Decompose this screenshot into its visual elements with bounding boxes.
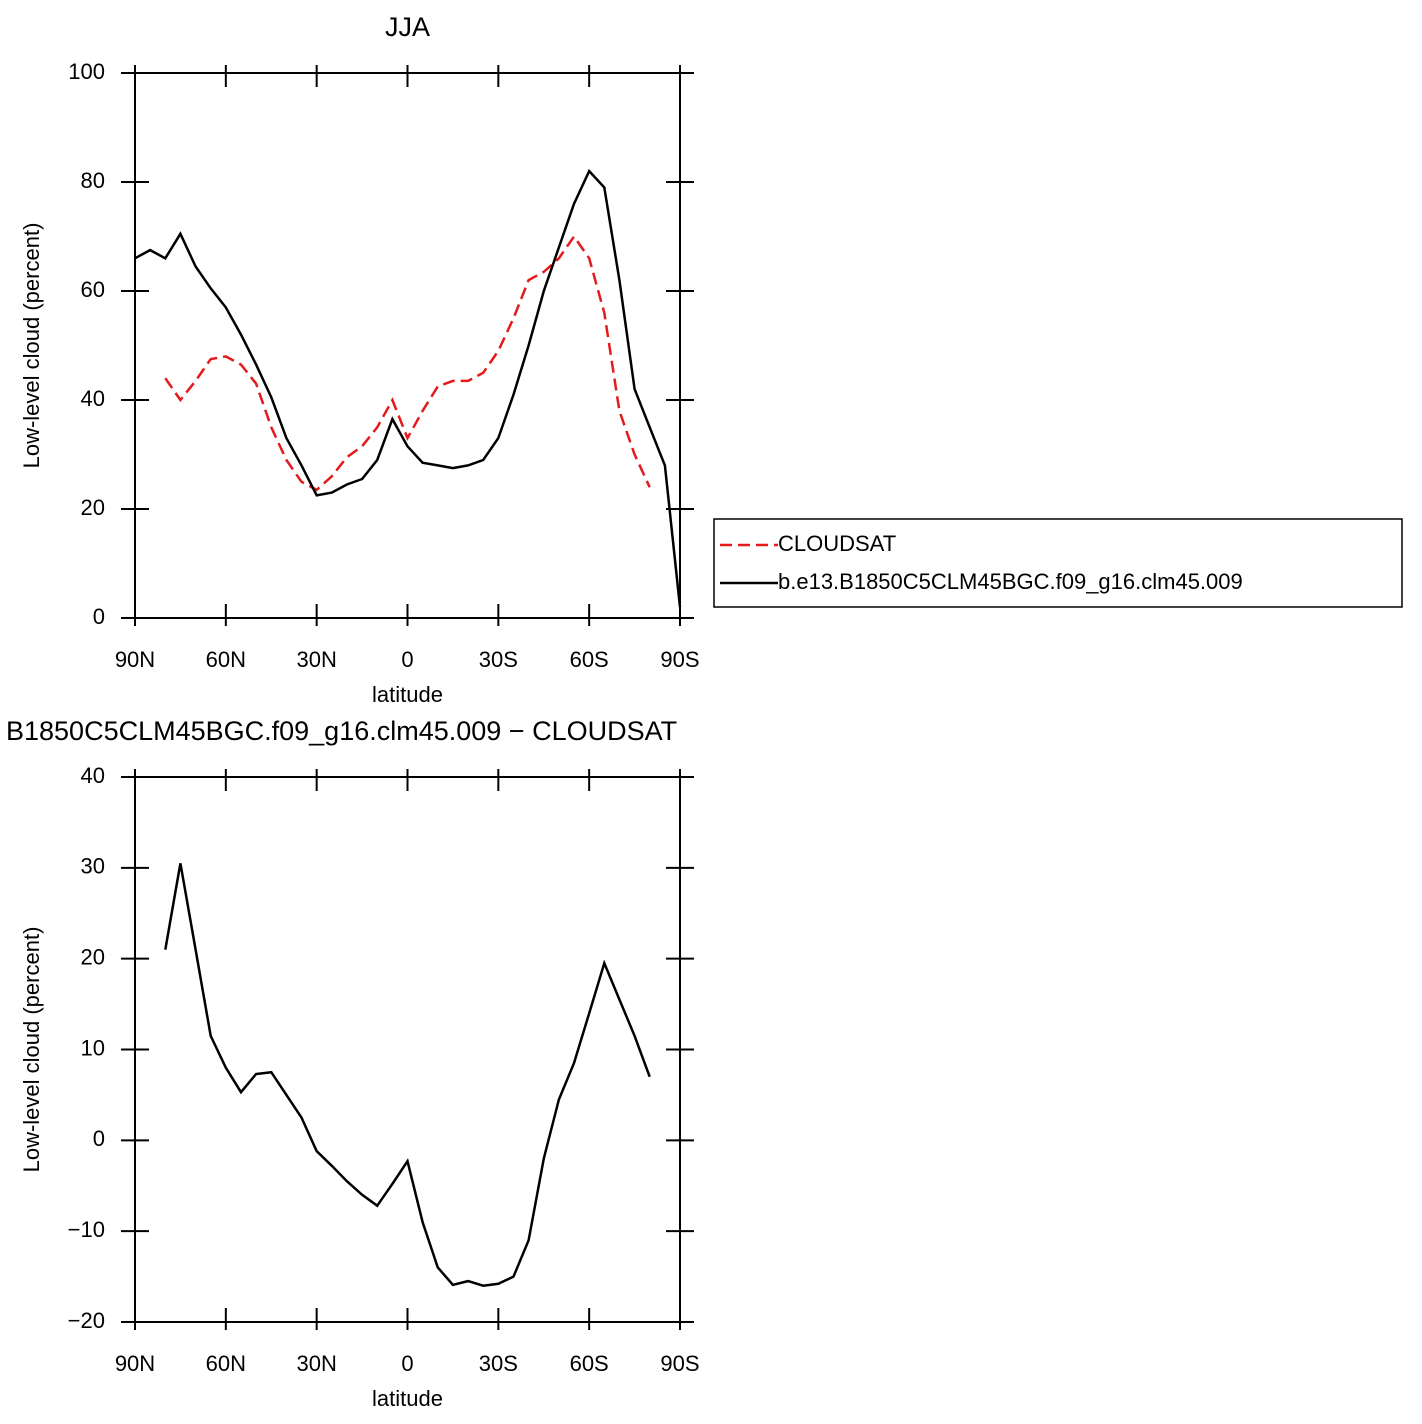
x-tick-label: 90N bbox=[115, 647, 155, 672]
x-tick-label: 90N bbox=[115, 1351, 155, 1376]
x-tick-label: 30N bbox=[296, 1351, 336, 1376]
y-tick-label: 80 bbox=[81, 168, 105, 193]
x-tick-label: 90S bbox=[660, 647, 699, 672]
y-tick-label: 20 bbox=[81, 944, 105, 969]
plot-frame bbox=[134, 72, 681, 619]
y-tick-label: 10 bbox=[81, 1035, 105, 1060]
legend-box bbox=[713, 518, 1403, 608]
y-tick-label: −10 bbox=[68, 1217, 105, 1242]
x-tick-label: 60S bbox=[570, 647, 609, 672]
line-series bbox=[164, 234, 651, 492]
x-tick-label: 30S bbox=[479, 1351, 518, 1376]
x-tick-label: 0 bbox=[401, 1351, 413, 1376]
y-tick-label: 40 bbox=[81, 763, 105, 788]
x-axis-label: latitude bbox=[372, 1386, 443, 1411]
x-tick-label: 60N bbox=[206, 647, 246, 672]
y-axis-label: Low-level cloud (percent) bbox=[19, 927, 44, 1173]
x-tick-label: 30S bbox=[479, 647, 518, 672]
y-tick-label: 60 bbox=[81, 277, 105, 302]
y-tick-label: 30 bbox=[81, 854, 105, 879]
y-axis-label: Low-level cloud (percent) bbox=[19, 223, 44, 469]
x-tick-label: 0 bbox=[401, 647, 413, 672]
plot-frame bbox=[134, 776, 681, 1323]
legend-label: b.e13.B1850C5CLM45BGC.f09_g16.clm45.009 bbox=[778, 569, 1243, 594]
line-series bbox=[134, 168, 682, 608]
x-axis-label: latitude bbox=[372, 682, 443, 707]
legend-label: CLOUDSAT bbox=[778, 531, 896, 556]
y-tick-label: 20 bbox=[81, 495, 105, 520]
y-tick-label: 0 bbox=[93, 1126, 105, 1151]
chart-title: B1850C5CLM45BGC.f09_g16.clm45.009 − CLOU… bbox=[6, 716, 677, 746]
y-tick-label: 0 bbox=[93, 604, 105, 629]
x-tick-label: 60N bbox=[206, 1351, 246, 1376]
x-tick-label: 30N bbox=[296, 647, 336, 672]
y-tick-label: 100 bbox=[68, 59, 105, 84]
y-tick-label: −20 bbox=[68, 1308, 105, 1333]
x-tick-label: 90S bbox=[660, 1351, 699, 1376]
chart-title: JJA bbox=[385, 12, 430, 42]
y-tick-label: 40 bbox=[81, 386, 105, 411]
x-tick-label: 60S bbox=[570, 1351, 609, 1376]
line-series bbox=[164, 863, 651, 1287]
